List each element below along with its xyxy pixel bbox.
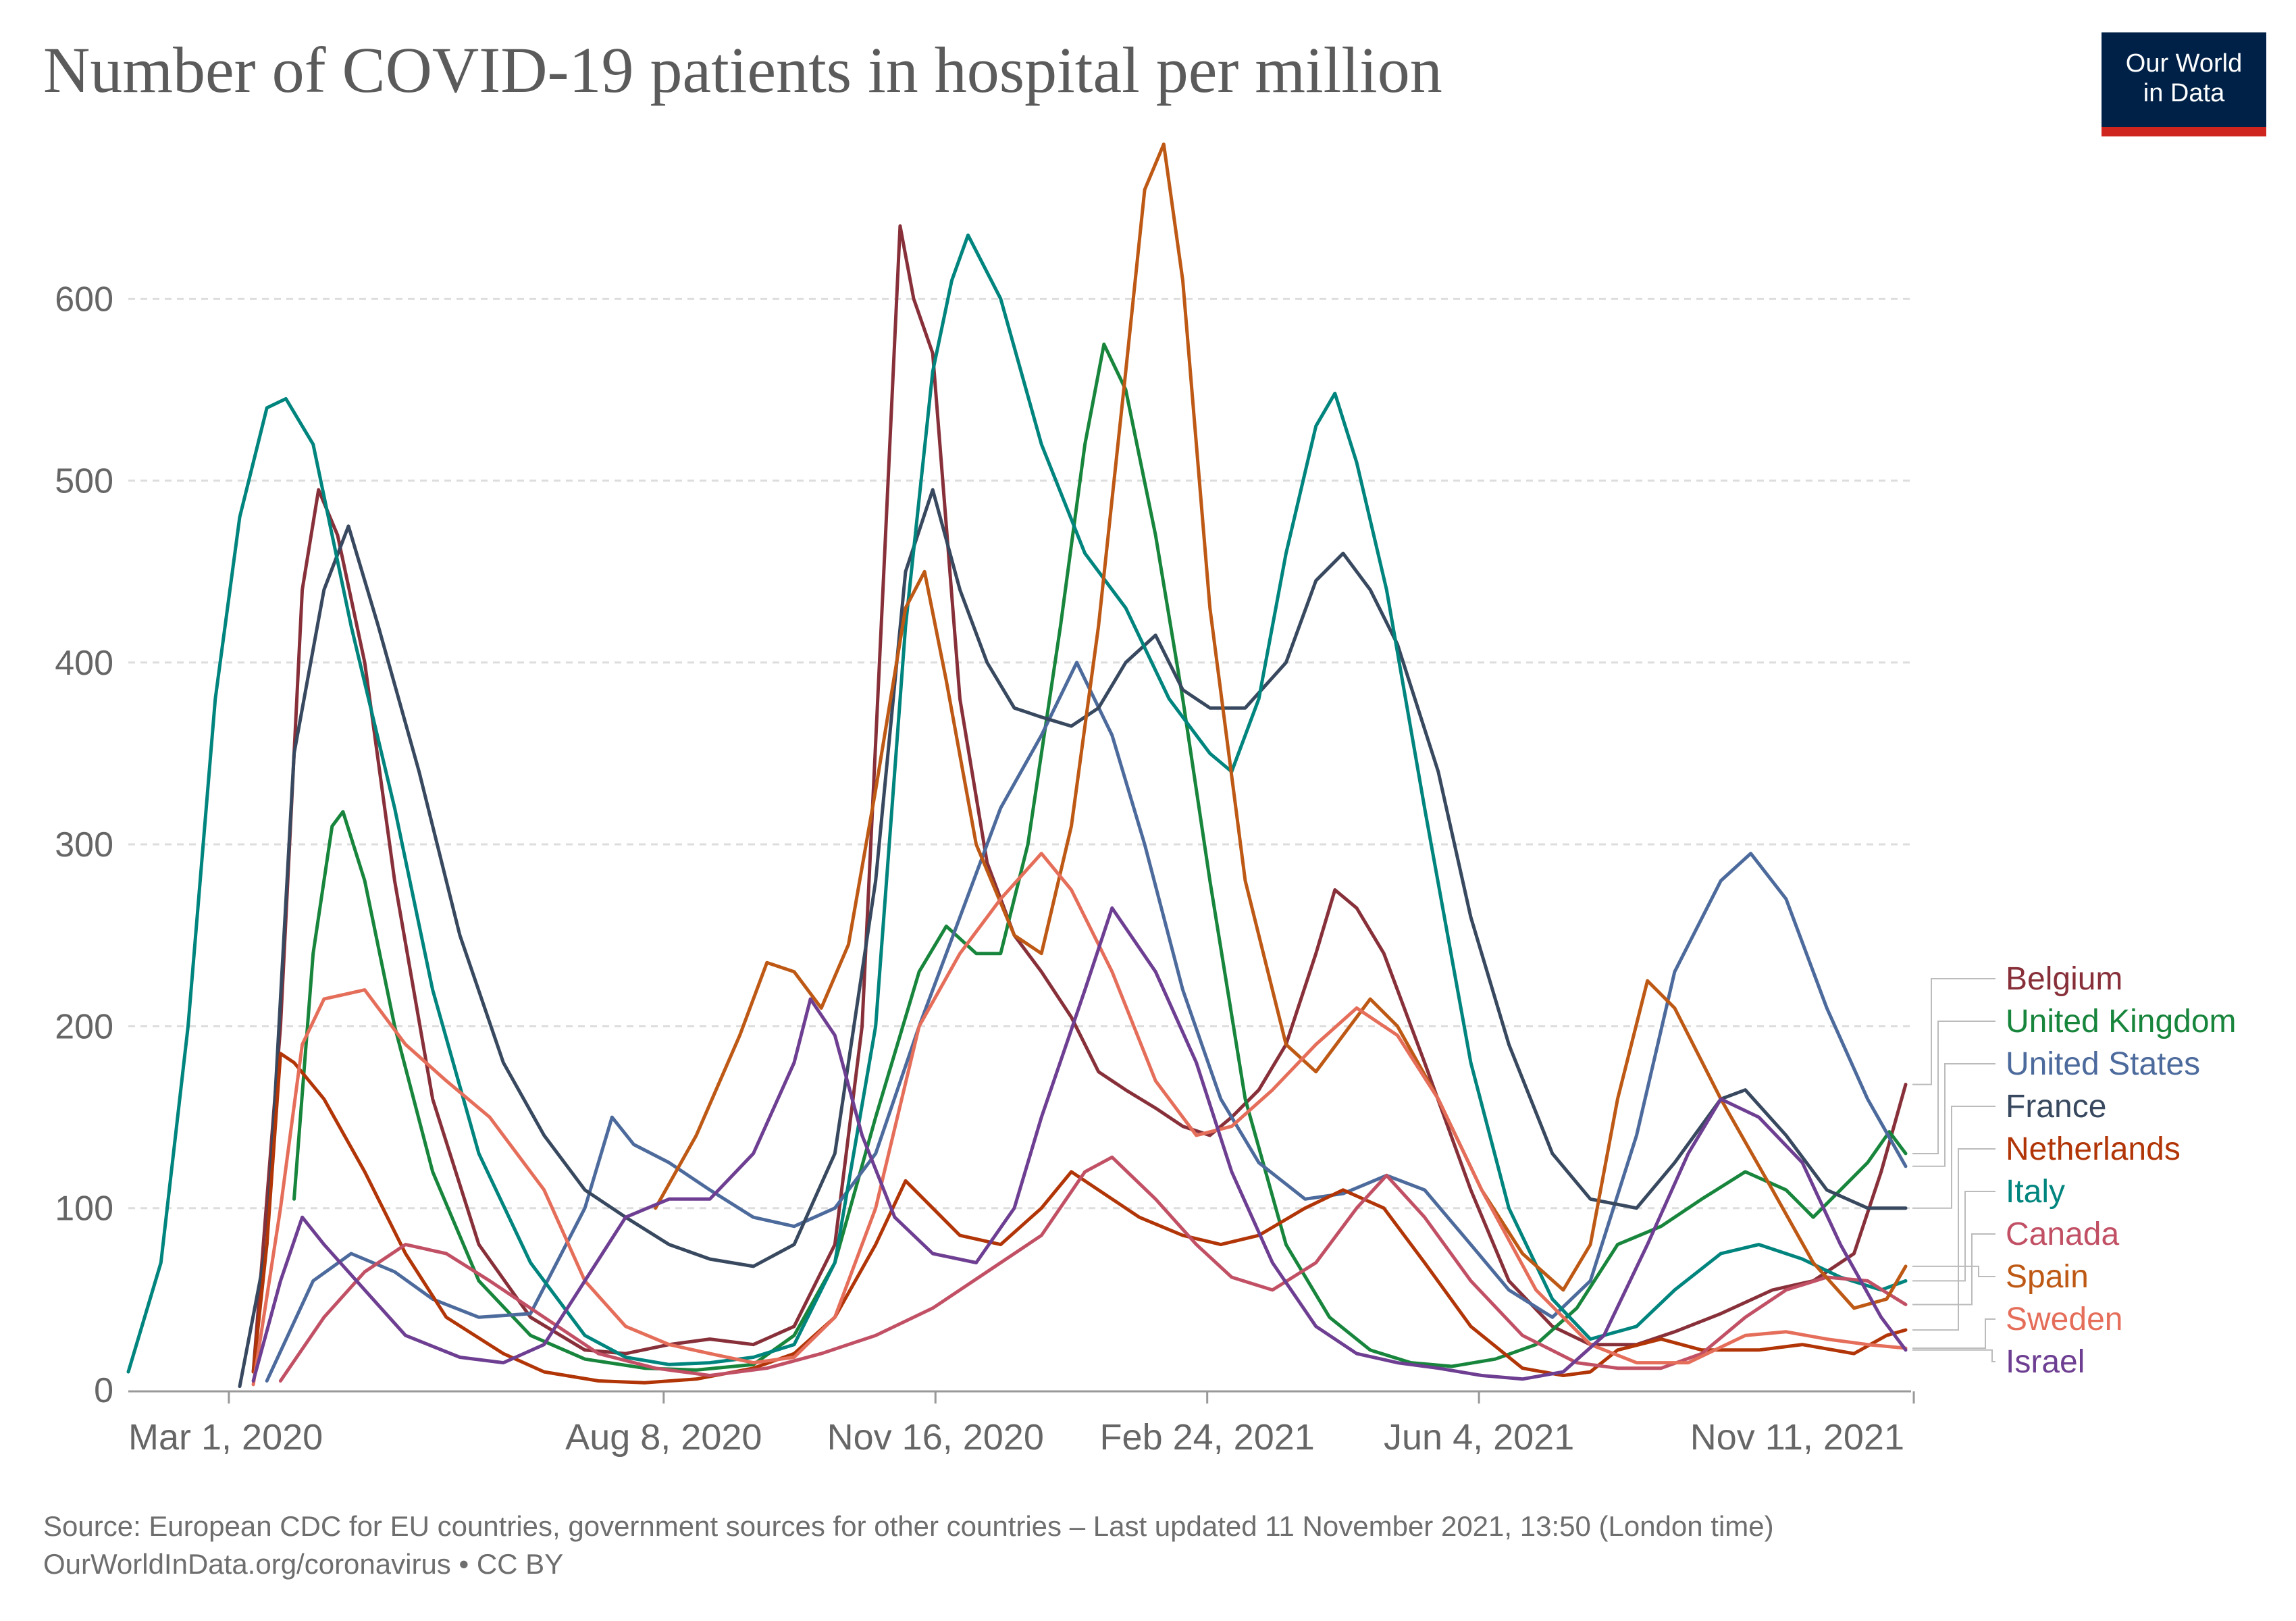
- legend-label[interactable]: Canada: [2006, 1216, 2119, 1252]
- x-tick-label: Nov 16, 2020: [827, 1417, 1044, 1458]
- series-line-united-states[interactable]: [265, 661, 1908, 1383]
- owid-logo[interactable]: Our World in Data: [2102, 32, 2266, 136]
- footer-link[interactable]: OurWorldInData.org/coronavirus • CC BY: [43, 1548, 564, 1580]
- legend-label[interactable]: France: [2006, 1089, 2106, 1125]
- logo-line-1: Our World: [2125, 49, 2243, 78]
- legend-label[interactable]: United States: [2006, 1046, 2200, 1082]
- x-tick-label: Feb 24, 2021: [1100, 1417, 1315, 1458]
- series-line-israel[interactable]: [251, 906, 1908, 1383]
- chart-title: Number of COVID-19 patients in hospital …: [43, 34, 1442, 106]
- legend-connector: [1912, 1148, 1995, 1331]
- y-tick-label: 500: [55, 462, 113, 501]
- series-line-france[interactable]: [238, 488, 1908, 1389]
- y-tick-label: 100: [55, 1189, 113, 1229]
- logo-text: Our World in Data: [2102, 49, 2266, 108]
- series-line-united-kingdom[interactable]: [292, 342, 1908, 1372]
- legend-label[interactable]: Italy: [2006, 1174, 2065, 1210]
- x-tick-label: Aug 8, 2020: [565, 1417, 762, 1458]
- y-tick-label: 300: [55, 825, 113, 865]
- x-tick-label: Nov 11, 2021: [1690, 1417, 1904, 1458]
- axes: 0 100 200 300 400 500 600 Mar 1, 2020 Aug 8, 202…: [55, 280, 1915, 1458]
- y-tick-label: 600: [55, 280, 113, 319]
- y-tick-label: 200: [55, 1007, 113, 1046]
- footer: Source: European CDC for EU countries, g…: [43, 1508, 1774, 1583]
- x-tick-label: Mar 1, 2020: [128, 1417, 323, 1458]
- legend-label[interactable]: Israel: [2006, 1344, 2085, 1380]
- series-line-canada[interactable]: [278, 1155, 1908, 1383]
- series-line-italy[interactable]: [126, 233, 1908, 1374]
- legend-connector: [1912, 1106, 1995, 1209]
- series-line-sweden[interactable]: [251, 852, 1908, 1387]
- legend-connector: [1912, 1191, 1995, 1282]
- y-tick-label: 0: [94, 1371, 113, 1410]
- legend-label[interactable]: Spain: [2006, 1259, 2089, 1295]
- legend-label[interactable]: Netherlands: [2006, 1131, 2181, 1167]
- gridlines: [128, 297, 1911, 1210]
- legend-connector: [1912, 978, 1995, 1085]
- legend-connector: [1912, 1265, 1995, 1277]
- legend-label[interactable]: United Kingdom: [2006, 1004, 2237, 1039]
- series-line-belgium[interactable]: [251, 224, 1908, 1374]
- legend-connector: [1912, 1233, 1995, 1306]
- legend: Belgium United Kingdom United States France…: [1912, 961, 2237, 1380]
- legend-connector: [1912, 1021, 1995, 1154]
- legend-connector: [1912, 1318, 1995, 1349]
- source-note: Source: European CDC for EU countries, g…: [43, 1510, 1774, 1542]
- y-tick-label: 400: [55, 644, 113, 683]
- legend-connector: [1912, 1349, 1995, 1362]
- series-lines: [126, 143, 1908, 1389]
- legend-label[interactable]: Sweden: [2006, 1302, 2122, 1337]
- legend-label[interactable]: Belgium: [2006, 961, 2122, 997]
- legend-connector: [1912, 1063, 1995, 1167]
- x-tick-label: Jun 4, 2021: [1384, 1417, 1574, 1458]
- logo-line-2: in Data: [2143, 79, 2225, 107]
- series-line-spain[interactable]: [654, 143, 1908, 1310]
